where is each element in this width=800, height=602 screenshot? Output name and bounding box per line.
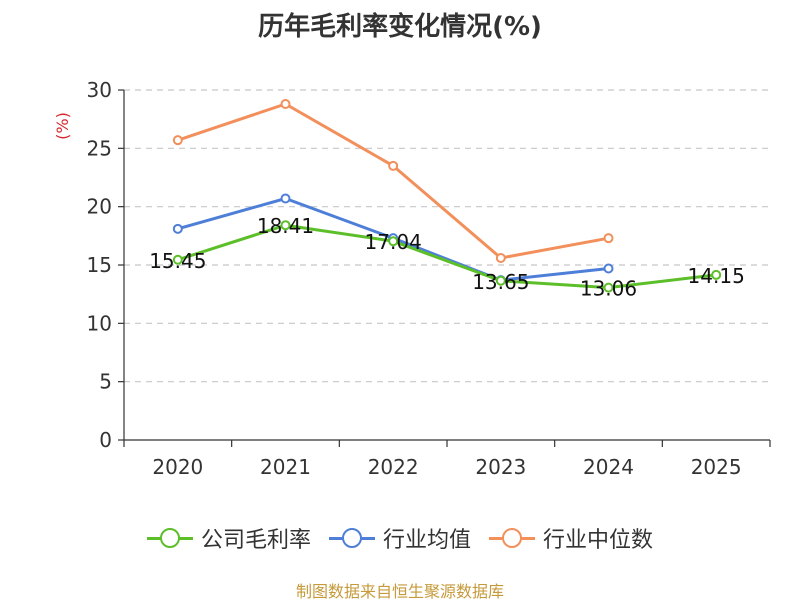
y-tick-label: 30	[87, 78, 112, 102]
x-tick-label: 2020	[152, 455, 203, 479]
data-point	[711, 269, 722, 280]
data-point	[172, 254, 183, 265]
data-point	[280, 220, 291, 231]
y-tick-label: 25	[87, 136, 112, 160]
data-point	[172, 223, 183, 234]
y-tick-label: 0	[99, 428, 112, 452]
data-label: 17.04	[365, 230, 422, 254]
legend-item[interactable]: 行业均值	[328, 522, 471, 554]
data-label: 18.41	[257, 214, 314, 238]
legend-item[interactable]: 公司毛利率	[146, 522, 311, 554]
chart-legend: 公司毛利率 行业均值 行业中位数	[0, 518, 800, 558]
y-tick-label: 20	[87, 195, 112, 219]
data-point	[172, 135, 183, 146]
data-point	[495, 253, 506, 263]
data-point	[280, 99, 291, 109]
y-tick-label: 5	[99, 370, 112, 394]
y-tick-label: 15	[87, 253, 112, 277]
data-label: 14.15	[688, 264, 745, 288]
data-point	[603, 233, 614, 244]
series-line-0	[177, 223, 717, 290]
legend-label: 公司毛利率	[200, 528, 311, 553]
chart-title: 历年毛利率变化情况(%)	[258, 12, 542, 42]
data-point	[388, 236, 399, 247]
legend-marker-icon	[328, 526, 375, 550]
legend-marker-icon	[146, 526, 193, 550]
data-point	[603, 282, 614, 293]
legend-marker-icon	[489, 526, 535, 550]
data-source: 制图数据来自恒生聚源数据库	[295, 582, 504, 601]
legend-label: 行业均值	[382, 528, 471, 553]
y-tick-label: 10	[87, 311, 112, 335]
legend-label: 行业中位数	[543, 528, 654, 553]
data-point	[280, 193, 291, 204]
x-tick-label: 2025	[691, 455, 742, 479]
legend-item[interactable]: 行业中位数	[489, 522, 653, 554]
x-tick-label: 2022	[368, 455, 419, 479]
data-label: 13.65	[472, 270, 529, 294]
data-label: 13.06	[580, 277, 637, 301]
x-tick-label: 2024	[583, 455, 634, 479]
y-axis-label: (%)	[53, 112, 72, 140]
x-tick-label: 2021	[260, 455, 311, 479]
x-tick-label: 2023	[475, 455, 526, 479]
data-point	[603, 263, 614, 274]
data-point	[388, 160, 399, 171]
data-point	[495, 275, 506, 286]
data-label: 15.45	[149, 249, 206, 273]
